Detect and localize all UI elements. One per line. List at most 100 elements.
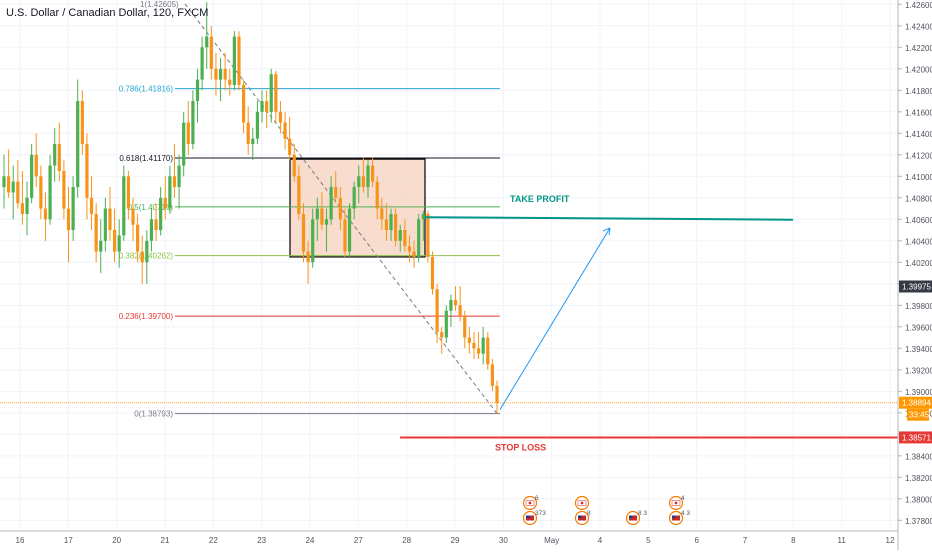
candle xyxy=(421,210,425,241)
candle xyxy=(490,359,494,392)
candle xyxy=(16,160,20,209)
us-flag-icon xyxy=(672,515,680,521)
candle-body xyxy=(112,230,117,252)
candle xyxy=(269,68,273,123)
candle-body xyxy=(347,208,352,252)
candle xyxy=(241,79,246,134)
candle-body xyxy=(53,144,57,166)
current-price-tag[interactable]: 1.39975 xyxy=(899,280,932,293)
candle-body xyxy=(370,165,375,182)
candle-body xyxy=(440,332,444,338)
event-count: 4 xyxy=(681,495,685,502)
price-tick-label: 1.42600 xyxy=(905,1,932,10)
candle xyxy=(149,208,154,252)
candle xyxy=(370,156,375,188)
candle-body xyxy=(214,68,218,80)
candle xyxy=(195,68,200,123)
candle xyxy=(324,208,329,252)
price-tick-label: 1.42000 xyxy=(905,65,932,74)
time-tick-label: 30 xyxy=(499,536,508,545)
stop-loss-price-tag[interactable]: 1.38571 xyxy=(899,431,932,444)
candle xyxy=(463,310,467,349)
event-ca-flag-icon[interactable]: 6 xyxy=(522,495,540,511)
candle-body xyxy=(66,208,71,231)
candle-body xyxy=(16,181,20,204)
projection-arrow-line[interactable] xyxy=(499,227,611,410)
annotations[interactable]: TAKE PROFIT STOP LOSS xyxy=(0,194,898,452)
candle xyxy=(57,122,61,182)
last-price-tag[interactable]: 1.38894 xyxy=(899,396,932,409)
candle-body xyxy=(380,208,384,220)
fib-level-label: 0.618(1.41170) xyxy=(119,154,173,163)
candle-body xyxy=(417,219,421,257)
candle-body xyxy=(80,101,84,145)
time-axis[interactable]: 16 17 20 21 22 23 24 27 28 29 30 May 4 5 6 7 8 11 12 xyxy=(0,530,898,545)
candle-body xyxy=(30,154,34,198)
candle xyxy=(25,181,29,236)
event-us-flag-icon[interactable]: 4 3 xyxy=(668,510,691,526)
projection-arrow-head xyxy=(602,227,611,235)
candle-body xyxy=(122,176,126,236)
candle-body xyxy=(126,176,131,209)
candle xyxy=(472,332,476,360)
economic-events[interactable]: 6 373 8 8 3 4 4 3 xyxy=(522,495,691,526)
candle-body xyxy=(463,316,467,338)
maple-leaf-icon xyxy=(674,501,678,505)
candle xyxy=(99,219,103,274)
current-price-tag-bg xyxy=(899,280,932,293)
candle-body xyxy=(85,144,89,198)
candle xyxy=(163,176,167,220)
candle-body xyxy=(57,144,61,171)
candle-body xyxy=(182,122,186,166)
candle-body xyxy=(11,181,15,193)
candle-body xyxy=(200,47,204,80)
candle xyxy=(126,170,131,220)
price-tick-label: 1.40800 xyxy=(905,194,932,203)
candle xyxy=(476,332,481,360)
event-us-flag-icon[interactable]: 8 xyxy=(574,510,592,526)
price-axis[interactable]: 1.42600 1.42400 1.42200 1.42000 1.41800 1.416… xyxy=(897,0,932,550)
candle-body xyxy=(311,219,315,263)
candle xyxy=(131,197,135,241)
price-tick-label: 1.41600 xyxy=(905,108,932,117)
fib-trend-line[interactable] xyxy=(184,3,498,414)
candle xyxy=(80,90,84,155)
candle xyxy=(223,52,227,91)
candle-body xyxy=(357,176,361,188)
candle xyxy=(53,127,57,182)
event-ca-flag-icon[interactable]: 4 xyxy=(668,495,686,511)
candle xyxy=(145,230,149,284)
us-flag-icon xyxy=(629,515,637,521)
candle xyxy=(297,165,301,220)
candle-body xyxy=(430,256,435,290)
candle-body xyxy=(338,197,342,220)
candle xyxy=(228,68,232,96)
candle-body xyxy=(389,213,393,231)
candle xyxy=(430,251,435,295)
candle-body xyxy=(205,36,209,48)
candle-body xyxy=(218,68,223,80)
price-tick-label: 1.37800 xyxy=(905,517,932,526)
event-us-flag-icon[interactable]: 8 3 xyxy=(625,510,648,526)
candle xyxy=(85,133,89,220)
candle-body xyxy=(375,181,379,209)
time-tick-label: 7 xyxy=(743,536,748,545)
candle-body xyxy=(283,122,287,139)
price-tick-label: 1.38200 xyxy=(905,474,932,483)
candle xyxy=(449,294,453,327)
candle-body xyxy=(246,122,250,145)
candle xyxy=(384,203,389,241)
price-tick-label: 1.38000 xyxy=(905,495,932,504)
symbol-title: U.S. Dollar / Canadian Dollar, 120, FXCM xyxy=(6,7,209,19)
take-profit-line[interactable] xyxy=(424,216,794,221)
current-price-tag-text: 1.39975 xyxy=(902,283,931,292)
candle xyxy=(435,283,439,343)
event-ca-flag-icon[interactable] xyxy=(574,495,590,511)
event-us-flag-icon[interactable]: 373 xyxy=(522,510,547,526)
candle-body xyxy=(265,101,269,112)
countdown-tag: 33:45 xyxy=(907,408,930,421)
candle-body xyxy=(403,230,407,247)
time-tick-label: 22 xyxy=(209,536,218,545)
